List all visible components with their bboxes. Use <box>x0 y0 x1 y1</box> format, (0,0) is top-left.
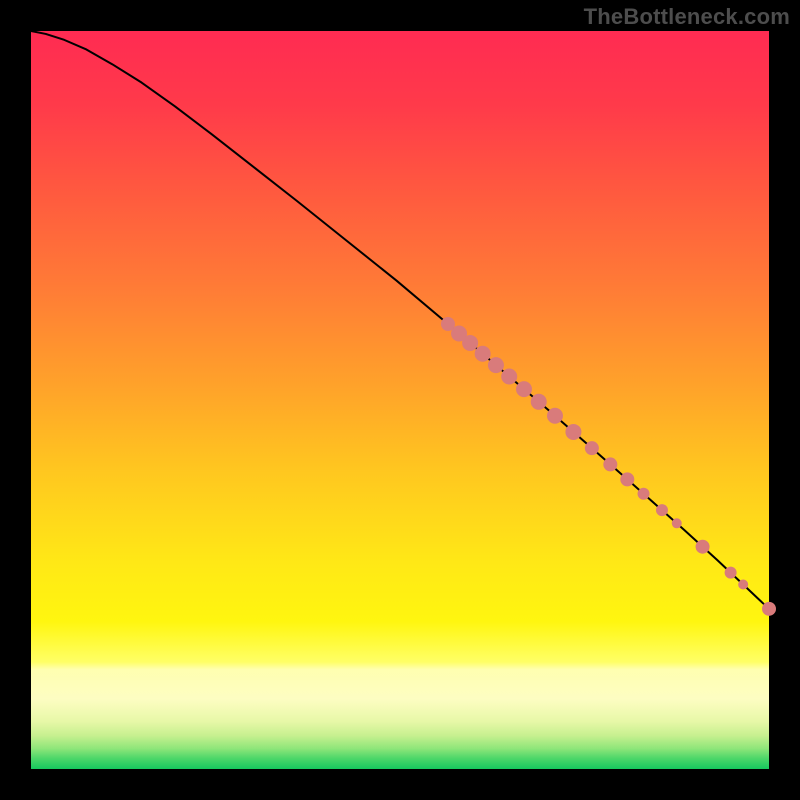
data-marker <box>656 504 668 516</box>
chart-stage: TheBottleneck.com <box>0 0 800 800</box>
data-marker <box>638 488 650 500</box>
data-marker <box>547 408 563 424</box>
data-marker <box>488 357 504 373</box>
data-marker <box>738 580 748 590</box>
watermark-text: TheBottleneck.com <box>584 4 790 30</box>
data-marker <box>603 457 617 471</box>
data-marker <box>725 567 737 579</box>
chart-svg <box>0 0 800 800</box>
data-marker <box>565 424 581 440</box>
data-marker <box>462 335 478 351</box>
data-marker <box>501 368 517 384</box>
data-marker <box>531 394 547 410</box>
data-marker <box>672 518 682 528</box>
data-marker <box>620 472 634 486</box>
plot-background <box>31 31 769 769</box>
data-marker <box>696 540 710 554</box>
data-marker <box>585 441 599 455</box>
data-marker <box>516 381 532 397</box>
data-marker <box>762 602 776 616</box>
data-marker <box>475 346 491 362</box>
